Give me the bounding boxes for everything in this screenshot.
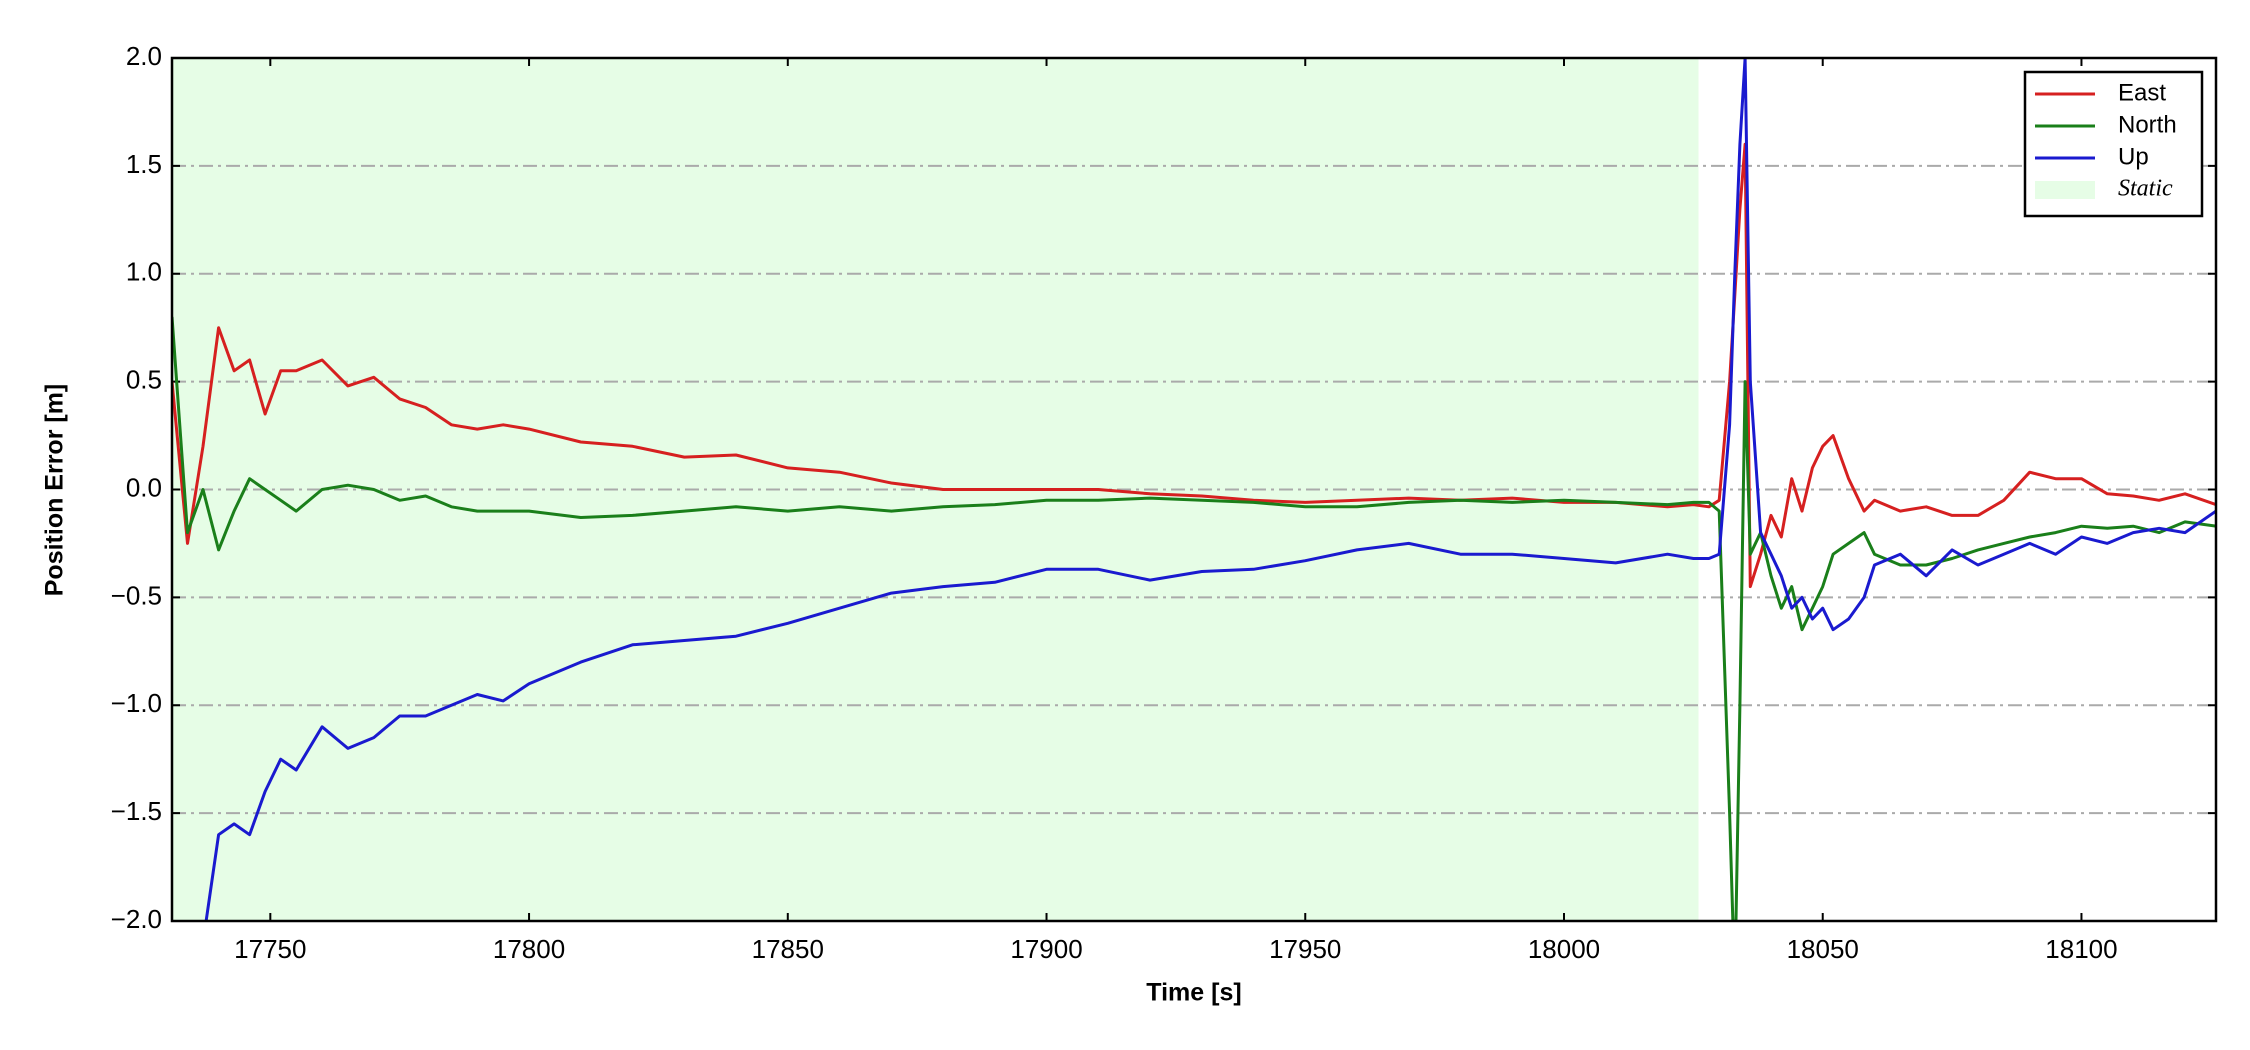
- x-tick-label: 18100: [2045, 934, 2117, 964]
- legend-label: North: [2118, 111, 2177, 138]
- legend-label: Static: [2118, 176, 2173, 202]
- y-tick-label: 1.0: [126, 257, 162, 287]
- y-axis-label: Position Error [m]: [41, 384, 69, 597]
- x-tick-label: 17900: [1010, 934, 1082, 964]
- y-tick-label: 0.0: [126, 472, 162, 502]
- y-tick-label: −1.0: [111, 688, 162, 718]
- y-tick-label: −1.5: [111, 796, 162, 826]
- x-tick-label: 18000: [1528, 934, 1600, 964]
- x-tick-label: 17850: [752, 934, 824, 964]
- series-line: [172, 142, 2216, 589]
- legend-label: East: [2118, 79, 2166, 106]
- legend-swatch: [2035, 181, 2095, 199]
- y-tick-label: −2.0: [111, 904, 162, 934]
- y-tick-label: −0.5: [111, 580, 162, 610]
- y-tick-label: 2.0: [126, 41, 162, 71]
- y-tick-label: 0.5: [126, 365, 162, 395]
- plot-lines: [172, 58, 2216, 921]
- x-tick-label: 17750: [234, 934, 306, 964]
- x-tick-label: 17950: [1269, 934, 1341, 964]
- series-line: [204, 58, 2216, 921]
- y-tick-label: 1.5: [126, 149, 162, 179]
- x-tick-label: 18050: [1787, 934, 1859, 964]
- plot-frame: [170, 56, 2218, 923]
- legend-label: Up: [2118, 143, 2149, 170]
- series-line: [172, 316, 2216, 921]
- x-axis-label: Time [s]: [1146, 979, 1241, 1007]
- x-tick-label: 17800: [493, 934, 565, 964]
